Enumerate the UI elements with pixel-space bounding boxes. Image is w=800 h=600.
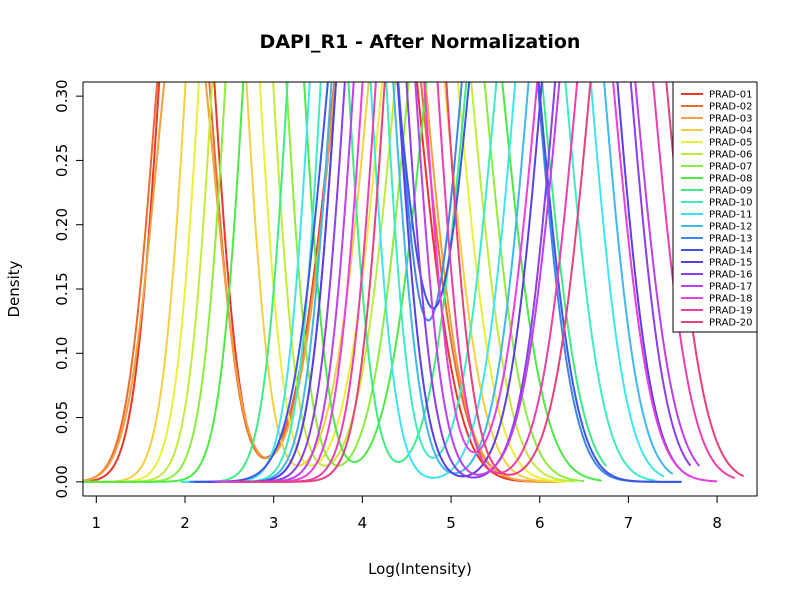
y-tick-label: 0.00 [53, 465, 71, 498]
series-line-prad-15 [207, 82, 691, 483]
series-line-prad-18 [220, 82, 718, 483]
legend-label: PRAD-18 [709, 294, 752, 305]
x-tick-label: 7 [624, 514, 634, 532]
series-line-prad-05 [83, 82, 567, 483]
legend-label: PRAD-07 [709, 162, 752, 173]
series-line-prad-17 [216, 82, 701, 483]
series-layer [83, 82, 745, 483]
legend-label: PRAD-19 [709, 306, 752, 317]
y-tick-label: 0.05 [53, 401, 71, 434]
series-line-prad-19 [229, 82, 736, 483]
legend-label: PRAD-08 [709, 174, 752, 185]
series-line-prad-09 [180, 82, 608, 483]
chart-title: DAPI_R1 - After Normalization [260, 31, 581, 53]
series-line-prad-12 [189, 82, 674, 483]
x-tick-label: 6 [535, 514, 545, 532]
y-tick-label: 0.15 [53, 272, 71, 305]
x-tick-label: 1 [92, 514, 102, 532]
legend-label: PRAD-01 [709, 90, 752, 101]
x-tick-label: 4 [358, 514, 368, 532]
y-axis-label: Density [5, 260, 23, 317]
series-line-prad-01 [83, 82, 558, 483]
y-tick-label: 0.30 [53, 79, 71, 112]
legend-label: PRAD-06 [709, 150, 752, 161]
legend-label: PRAD-12 [709, 222, 752, 233]
series-line-prad-08 [83, 82, 602, 483]
legend-label: PRAD-14 [709, 246, 752, 257]
legend-label: PRAD-05 [709, 138, 752, 149]
legend-label: PRAD-03 [709, 114, 752, 125]
x-tick-label: 3 [269, 514, 279, 532]
legend-label: PRAD-15 [709, 258, 752, 269]
legend-label: PRAD-13 [709, 234, 752, 245]
legend-label: PRAD-20 [709, 318, 752, 329]
series-line-prad-16 [211, 82, 692, 483]
legend-box [672, 81, 758, 333]
legend: PRAD-01PRAD-02PRAD-03PRAD-04PRAD-05PRAD-… [672, 81, 758, 333]
series-line-prad-20 [238, 82, 745, 483]
y-tick-label: 0.25 [53, 144, 71, 177]
y-tick-label: 0.10 [53, 337, 71, 370]
x-tick-label: 8 [712, 514, 722, 532]
y-axis: 0.00 0.05 0.10 0.15 0.20 0.25 0.30 [53, 79, 84, 499]
series-line-prad-14 [193, 82, 682, 483]
legend-label: PRAD-02 [709, 102, 752, 113]
y-tick-label: 0.20 [53, 208, 71, 241]
x-tick-label: 2 [180, 514, 190, 532]
legend-label: PRAD-16 [709, 270, 752, 281]
legend-label: PRAD-17 [709, 282, 752, 293]
legend-label: PRAD-04 [709, 126, 752, 137]
legend-label: PRAD-10 [709, 198, 752, 209]
x-tick-label: 5 [446, 514, 456, 532]
legend-label: PRAD-11 [709, 210, 752, 221]
x-axis-label: Log(Intensity) [368, 560, 472, 578]
series-line-prad-04 [83, 82, 567, 483]
legend-label: PRAD-09 [709, 186, 752, 197]
x-axis: 1 2 3 4 5 6 7 8 [92, 495, 722, 532]
